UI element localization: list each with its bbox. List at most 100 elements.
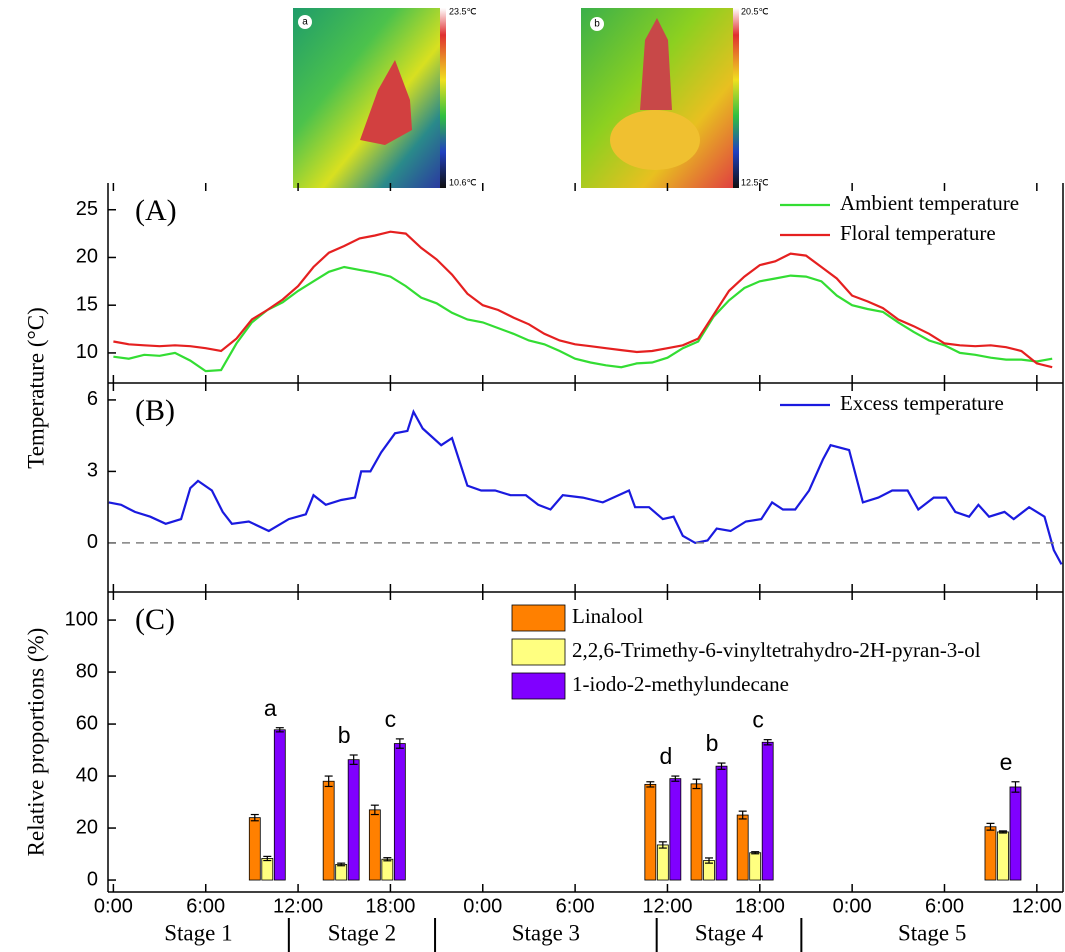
y-tick-label: 40 <box>76 764 98 786</box>
inset-b: b 20.5℃ 12.5℃ <box>581 6 769 188</box>
group-letter: c <box>752 707 764 733</box>
bar <box>322 780 335 881</box>
error-bar <box>1011 781 1020 793</box>
error-bar <box>671 775 680 782</box>
error-bar <box>763 739 772 746</box>
x-tick-label: 6:00 <box>925 895 964 917</box>
panel-label: (C) <box>135 603 175 636</box>
panel-label: (A) <box>135 194 177 227</box>
error-bar <box>395 738 404 749</box>
bar <box>335 864 348 881</box>
x-tick-label: 12:00 <box>1012 895 1062 917</box>
x-tick-label: 12:00 <box>273 895 323 917</box>
group-letter: d <box>659 743 672 769</box>
y-tick-label: 10 <box>76 341 98 363</box>
y-axis-label: Temperature (°C) <box>23 307 48 468</box>
line-series <box>113 230 1053 369</box>
x-tick-label: 12:00 <box>642 895 692 917</box>
error-bar <box>263 855 272 862</box>
error-bar <box>986 822 995 831</box>
x-tick-label: 0:00 <box>833 895 872 917</box>
bar <box>368 809 381 881</box>
stage-label: Stage 3 <box>512 920 580 945</box>
y-tick-label: 20 <box>76 246 98 268</box>
spadix <box>360 60 412 145</box>
inset-label: a <box>302 17 308 28</box>
y-tick-label: 0 <box>87 531 98 553</box>
color-scale <box>440 8 446 188</box>
y-tick-label: 100 <box>65 608 98 630</box>
x-tick-label: 6:00 <box>186 895 225 917</box>
group-letter: a <box>264 695 277 721</box>
scale-min: 12.5℃ <box>741 177 769 187</box>
error-bar <box>705 857 714 864</box>
y-tick-label: 15 <box>76 293 98 315</box>
legend-swatch <box>511 638 566 666</box>
x-tick-label: 18:00 <box>365 895 415 917</box>
error-bar <box>692 778 701 790</box>
bar <box>656 844 669 881</box>
inset-badge <box>590 17 604 31</box>
error-bar <box>250 813 259 822</box>
bar <box>273 729 286 881</box>
legend-label: 2,2,6-Trimethy-6-vinyltetrahydro-2H-pyra… <box>572 638 981 662</box>
stage-label: Stage 1 <box>164 920 232 945</box>
bar <box>984 826 997 881</box>
error-bar <box>275 727 284 733</box>
y-tick-label: 80 <box>76 660 98 682</box>
thermal-image <box>293 8 440 188</box>
stage-label: Stage 4 <box>695 920 764 945</box>
inset-badge <box>298 15 312 29</box>
error-bar <box>738 810 747 820</box>
legend-label: Excess temperature <box>840 391 1004 415</box>
stamens <box>610 110 700 170</box>
y-axis-label: Relative proportions (%) <box>23 628 48 857</box>
y-tick-label: 3 <box>87 460 98 482</box>
bar <box>736 814 749 881</box>
bar <box>715 765 728 881</box>
y-tick-label: 0 <box>87 868 98 890</box>
scale-max: 23.5℃ <box>449 6 477 16</box>
bar <box>1009 786 1022 881</box>
error-bar <box>646 781 655 788</box>
y-tick-label: 60 <box>76 712 98 734</box>
group-letter: c <box>385 706 397 732</box>
scale-max: 20.5℃ <box>741 6 769 16</box>
legend-label: Linalool <box>572 604 643 628</box>
legend-swatch <box>511 604 566 632</box>
group-letter: e <box>1000 749 1013 775</box>
error-bar <box>324 775 333 788</box>
spadix <box>640 18 672 110</box>
y-tick-label: 6 <box>87 388 98 410</box>
x-tick-label: 0:00 <box>463 895 502 917</box>
panel-label: (B) <box>135 394 175 427</box>
bar <box>690 783 703 881</box>
error-bar <box>370 804 379 816</box>
bar <box>248 817 261 881</box>
legend-label: Floral temperature <box>840 221 996 245</box>
error-bar <box>658 841 667 849</box>
error-bar <box>337 862 346 867</box>
color-scale <box>733 8 739 188</box>
stage-label: Stage 2 <box>328 920 396 945</box>
scale-min: 10.6℃ <box>449 177 477 187</box>
group-letter: b <box>338 722 351 748</box>
bar <box>347 759 360 881</box>
bar <box>644 783 657 881</box>
error-bar <box>751 851 760 855</box>
x-tick-label: 18:00 <box>735 895 785 917</box>
legend-label: Ambient temperature <box>840 191 1019 215</box>
bar <box>261 858 274 881</box>
error-bar <box>998 830 1007 834</box>
y-tick-label: 25 <box>76 198 98 220</box>
bar <box>393 743 406 881</box>
y-tick-label: 20 <box>76 816 98 838</box>
error-bar <box>717 762 726 770</box>
error-bar <box>383 857 392 862</box>
bar <box>749 852 762 881</box>
bar <box>669 778 682 881</box>
bar <box>381 858 394 881</box>
legend-swatch <box>511 672 566 700</box>
bar <box>997 831 1009 881</box>
